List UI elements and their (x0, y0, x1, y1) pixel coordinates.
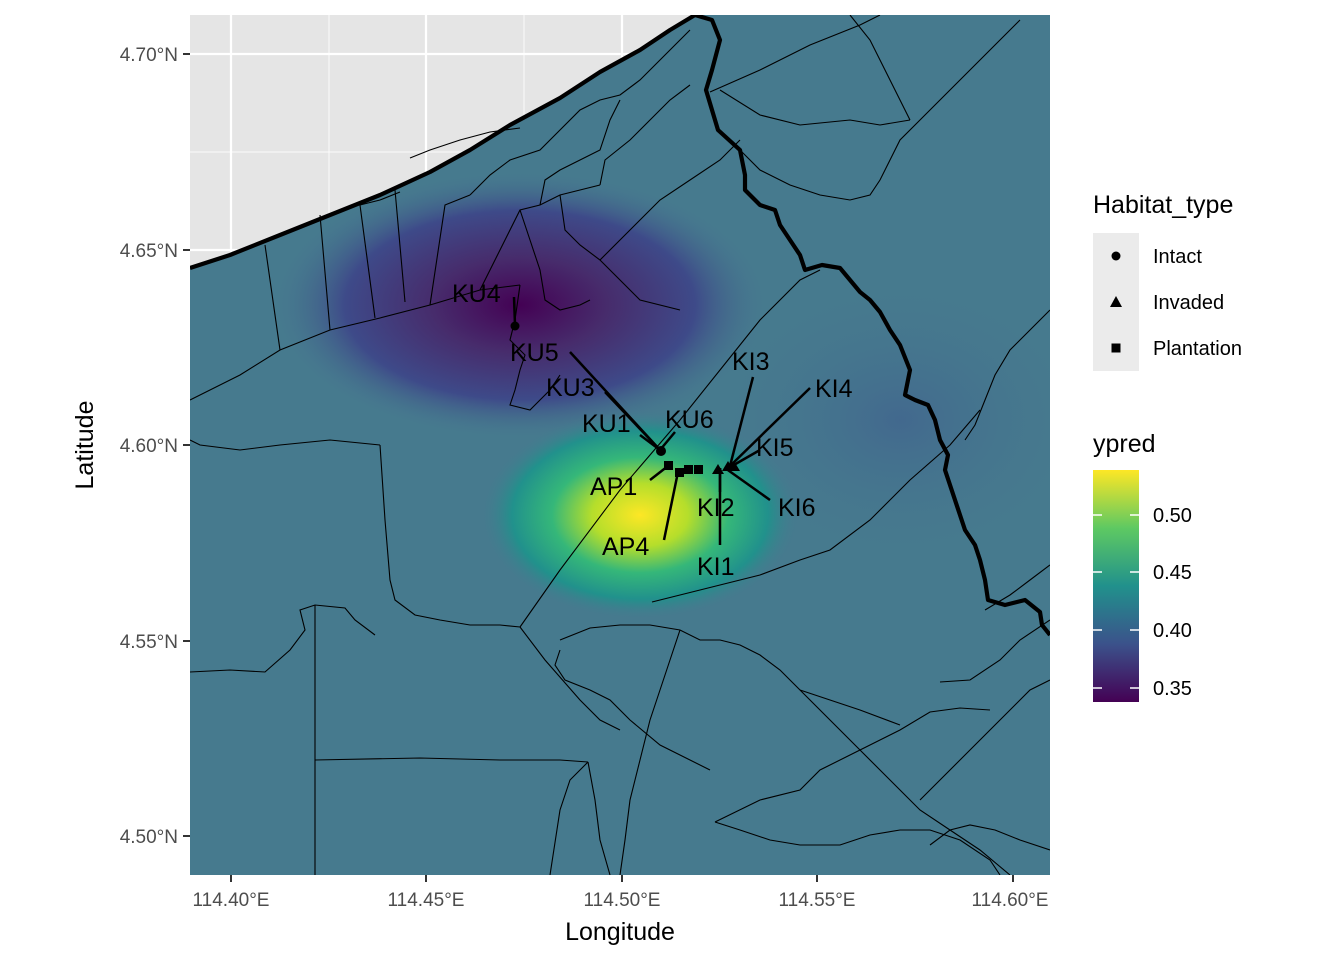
map-panel: KU4 KU5 KU3 KU1 KU6 KI3 KI4 KI5 KI2 KI6 … (190, 15, 1050, 875)
x-axis-title: Longitude (565, 918, 675, 946)
site-marker-ku4 (510, 321, 520, 331)
site-labels: KU4 KU5 KU3 KU1 KU6 KI3 KI4 KI5 KI2 KI6 … (452, 280, 853, 581)
y-tick-label: 4.50°N (120, 827, 178, 848)
thick-boundaries (190, 15, 1050, 637)
label-connectors (512, 296, 811, 545)
square-icon (1111, 343, 1121, 353)
x-tick-label: 114.60°E (972, 890, 1049, 911)
coastline (190, 15, 697, 270)
site-label-ku3: KU3 (546, 374, 595, 402)
y-tick-label: 4.55°N (120, 632, 178, 653)
color-legend-tick: 0.35 (1153, 678, 1192, 700)
y-tick-label: 4.70°N (120, 45, 178, 66)
site-marker-ki5 (728, 461, 740, 471)
shape-legend-label: Plantation (1153, 338, 1242, 360)
y-tick-label: 4.60°N (120, 436, 178, 457)
site-markers (510, 321, 740, 477)
site-marker-ku-cluster (656, 446, 666, 456)
x-tick-label: 114.45°E (388, 890, 465, 911)
site-label-ki1: KI1 (697, 553, 735, 581)
site-label-ku1: KU1 (582, 410, 631, 438)
x-tick-label: 114.50°E (584, 890, 661, 911)
site-label-ku6: KU6 (665, 406, 714, 434)
color-legend-tick: 0.40 (1153, 620, 1192, 642)
x-tick-label: 114.40°E (193, 890, 270, 911)
site-label-ap4: AP4 (602, 533, 649, 561)
x-tick-label: 114.55°E (779, 890, 856, 911)
color-legend-title: ypred (1093, 430, 1156, 458)
shape-legend-label: Intact (1153, 246, 1202, 268)
circle-icon (1111, 251, 1121, 261)
site-label-ku4: KU4 (452, 280, 501, 308)
site-label-ki6: KI6 (778, 494, 816, 522)
y-axis-title: Latitude (71, 401, 99, 490)
site-marker-ki2 (712, 464, 724, 474)
river-boundary (694, 15, 1050, 637)
shape-legend: Habitat_type Intact Invaded Plantation (1093, 191, 1242, 371)
site-marker-ap4 (675, 468, 684, 477)
shape-legend-title: Habitat_type (1093, 191, 1233, 219)
site-marker-ap2 (684, 465, 693, 474)
color-legend: ypred 0.50 0.45 0.40 0.35 (1093, 430, 1192, 702)
triangle-icon (1110, 296, 1122, 307)
site-label-ap1: AP1 (590, 473, 637, 501)
shape-legend-label: Invaded (1153, 292, 1224, 314)
color-legend-tick: 0.45 (1153, 562, 1192, 584)
site-label-ki3: KI3 (732, 348, 770, 376)
y-tick-labels: 4.70°N 4.65°N 4.60°N 4.55°N 4.50°N (120, 45, 178, 848)
x-tick-labels: 114.40°E 114.45°E 114.50°E 114.55°E 114.… (193, 890, 1049, 911)
site-label-ki2: KI2 (697, 494, 735, 522)
site-marker-ap3 (694, 465, 703, 474)
boundary-lines (190, 15, 1050, 875)
axis-ticks (183, 53, 1014, 882)
color-legend-tick: 0.50 (1153, 505, 1192, 527)
color-bar (1093, 470, 1139, 702)
site-marker-ap1 (664, 461, 673, 470)
site-label-ku5: KU5 (510, 339, 559, 367)
site-label-ki4: KI4 (815, 375, 853, 403)
y-tick-label: 4.65°N (120, 241, 178, 262)
prediction-surface (190, 15, 1050, 875)
site-label-ki5: KI5 (756, 434, 794, 462)
